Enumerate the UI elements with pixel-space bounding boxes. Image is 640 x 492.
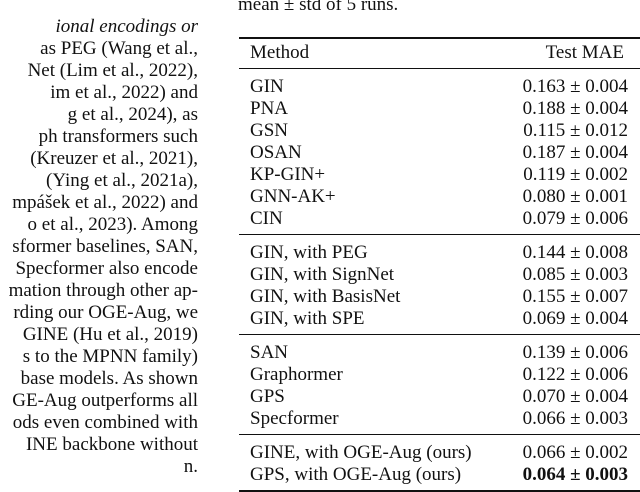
table-row: GPS, with OGE-Aug (ours) 0.064 ± 0.003 <box>239 464 640 486</box>
text-line <box>0 0 198 16</box>
table-row: GPS 0.070 ± 0.004 <box>239 386 640 408</box>
text-line: mpášek et al., 2022) and <box>12 192 198 213</box>
method-cell: GSN <box>250 120 289 141</box>
text-line: ional encodings or <box>55 16 199 37</box>
method-cell: GIN, with SignNet <box>250 264 395 285</box>
mae-cell: 0.139 ± 0.006 <box>522 342 628 363</box>
text-line: n. <box>183 456 198 477</box>
method-cell: GPS <box>250 386 285 407</box>
table-row: GNN-AK+ 0.080 ± 0.001 <box>239 186 640 208</box>
mae-cell: 0.122 ± 0.006 <box>522 364 628 385</box>
text-line: (Kreuzer et al., 2021), <box>30 148 198 169</box>
method-cell: GINE, with OGE-Aug (ours) <box>250 442 472 463</box>
table-row: PNA 0.188 ± 0.004 <box>239 98 640 120</box>
table-row: GSN 0.115 ± 0.012 <box>239 120 640 142</box>
method-cell: Specformer <box>250 408 339 429</box>
table-row: GIN, with SPE 0.069 ± 0.004 <box>239 308 640 330</box>
text-line: g et al., 2024), as <box>67 104 198 125</box>
method-cell: GIN, with PEG <box>250 242 368 263</box>
method-cell: PNA <box>250 98 289 119</box>
mae-cell: 0.155 ± 0.007 <box>522 286 628 307</box>
table-header: Method Test MAE <box>239 42 640 64</box>
method-cell: GIN, with SPE <box>250 308 365 329</box>
mae-cell: 0.115 ± 0.012 <box>523 120 628 141</box>
table-group: GIN, with PEG 0.144 ± 0.008 GIN, with Sign… <box>239 235 640 334</box>
table-group: GIN 0.163 ± 0.004 PNA 0.188 ± 0.004 GSN 0.115… <box>239 69 640 234</box>
text-line: ods even combined with <box>12 412 198 433</box>
table-row: Graphormer 0.122 ± 0.006 <box>239 364 640 386</box>
text-line: base models. As shown <box>20 368 198 389</box>
table-row: CIN 0.079 ± 0.006 <box>239 208 640 230</box>
text-line: GE-Aug outperforms all <box>12 390 198 411</box>
table-row: GIN, with BasisNet 0.155 ± 0.007 <box>239 286 640 308</box>
method-cell: Graphormer <box>250 364 343 385</box>
method-cell: GIN <box>250 76 284 97</box>
mae-cell: 0.079 ± 0.006 <box>522 208 628 229</box>
header-method: Method <box>250 42 310 63</box>
left-column-text: ional encodings or as PEG (Wang et al., Ne… <box>0 0 198 478</box>
mae-cell: 0.069 ± 0.004 <box>522 308 628 329</box>
method-cell: KP-GIN+ <box>250 164 326 185</box>
text-line: o et al., 2023). Among <box>27 214 198 235</box>
text-line: Net (Lim et al., 2022), <box>27 60 198 81</box>
text-line: im et al., 2022) and <box>50 82 198 103</box>
table-row: GIN, with SignNet 0.085 ± 0.003 <box>239 264 640 286</box>
method-cell: CIN <box>250 208 283 229</box>
table-caption: mean ± std of 5 runs. <box>238 0 399 15</box>
mae-cell: 0.064 ± 0.003 <box>522 464 628 485</box>
text-line: Specformer also encode <box>15 258 198 279</box>
method-cell: GIN, with BasisNet <box>250 286 401 307</box>
table-row: GINE, with OGE-Aug (ours) 0.066 ± 0.002 <box>239 442 640 464</box>
table-group: SAN 0.139 ± 0.006 Graphormer 0.122 ± 0.006 G… <box>239 335 640 434</box>
method-cell: GNN-AK+ <box>250 186 336 207</box>
mae-cell: 0.070 ± 0.004 <box>522 386 628 407</box>
results-table: Method Test MAE GIN 0.163 ± 0.004 PNA 0.188… <box>239 37 640 492</box>
text-line: s to the MPNN family) <box>22 346 198 367</box>
header-test-mae: Test MAE <box>545 42 624 63</box>
table-row: SAN 0.139 ± 0.006 <box>239 342 640 364</box>
mae-cell: 0.066 ± 0.003 <box>522 408 628 429</box>
mae-cell: 0.085 ± 0.003 <box>522 264 628 285</box>
mae-cell: 0.163 ± 0.004 <box>522 76 628 97</box>
method-cell: GPS, with OGE-Aug (ours) <box>250 464 462 485</box>
mae-cell: 0.187 ± 0.004 <box>522 142 628 163</box>
text-line: (Ying et al., 2021a), <box>46 170 198 191</box>
table-row: KP-GIN+ 0.119 ± 0.002 <box>239 164 640 186</box>
mae-cell: 0.066 ± 0.002 <box>522 442 628 463</box>
text-line: as PEG (Wang et al., <box>40 38 198 59</box>
text-line: sformer baselines, SAN, <box>12 236 198 257</box>
table-row: GIN, with PEG 0.144 ± 0.008 <box>239 242 640 264</box>
table-row: Specformer 0.066 ± 0.003 <box>239 408 640 430</box>
mae-cell: 0.188 ± 0.004 <box>522 98 628 119</box>
text-line: GINE (Hu et al., 2019) <box>22 324 198 345</box>
text-line: rding our OGE-Aug, we <box>13 302 198 323</box>
mae-cell: 0.119 ± 0.002 <box>523 164 628 185</box>
text-line: mation through other ap- <box>8 280 198 301</box>
method-cell: SAN <box>250 342 289 363</box>
mae-cell: 0.144 ± 0.008 <box>522 242 628 263</box>
text-line: ph transformers such <box>38 126 198 147</box>
text-line: INE backbone without <box>25 434 198 455</box>
method-cell: OSAN <box>250 142 302 163</box>
mae-cell: 0.080 ± 0.001 <box>522 186 628 207</box>
table-group: GINE, with OGE-Aug (ours) 0.066 ± 0.002 GP… <box>239 435 640 490</box>
table-row: GIN 0.163 ± 0.004 <box>239 76 640 98</box>
table-row: OSAN 0.187 ± 0.004 <box>239 142 640 164</box>
